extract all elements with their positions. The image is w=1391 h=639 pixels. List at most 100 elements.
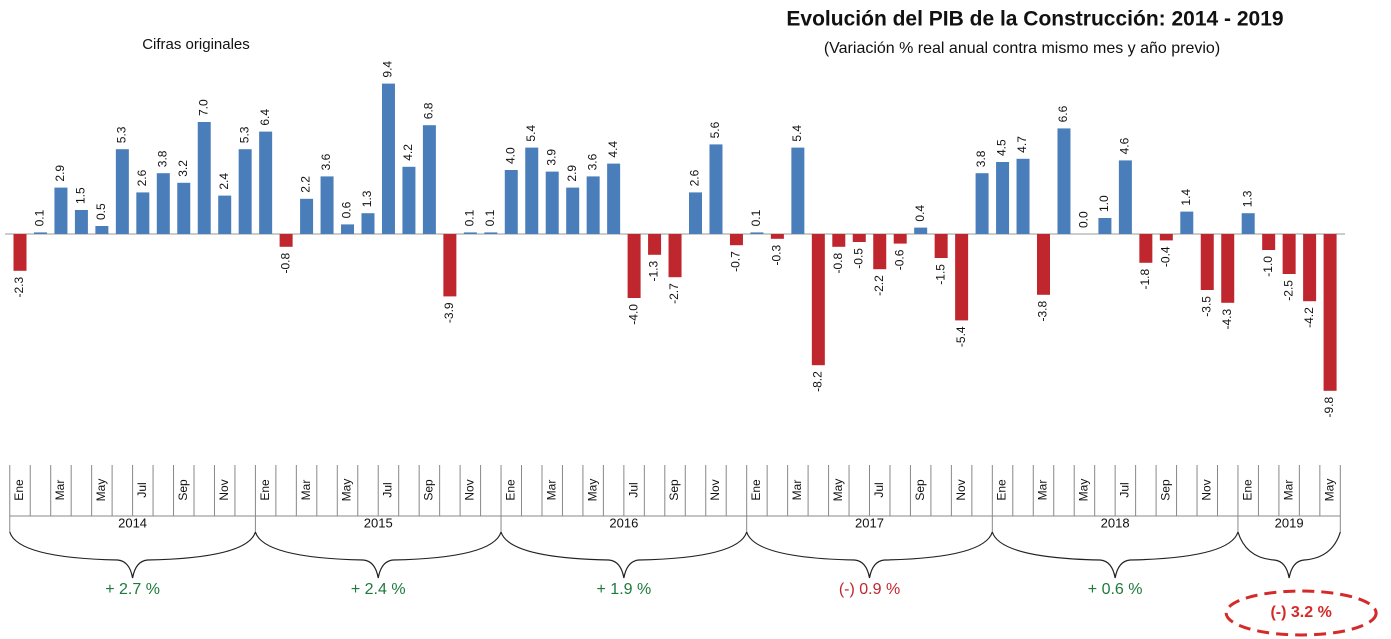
brace (254, 531, 502, 579)
brace (500, 531, 748, 579)
bar (627, 234, 641, 298)
value-label: -5.4 (954, 326, 968, 347)
x-tick-label: Mar (299, 480, 313, 501)
bar (832, 234, 846, 247)
annual-change: + 2.4 % (351, 581, 406, 598)
value-label: -0.8 (831, 252, 845, 273)
value-label: 2.9 (565, 165, 579, 182)
bar (545, 171, 559, 234)
annual-change: (-) 0.9 % (839, 581, 900, 598)
x-tick-label: Jul (872, 482, 886, 497)
bar (381, 83, 395, 234)
x-tick-label: Mar (1036, 480, 1050, 501)
bar (852, 234, 866, 242)
bar (361, 213, 375, 234)
note: Cifras originales (142, 36, 250, 53)
value-label: 5.4 (524, 125, 538, 142)
year-label: 2018 (1101, 515, 1130, 530)
bar (402, 166, 416, 234)
x-tick-label: Jul (381, 482, 395, 497)
value-label: -8.2 (811, 371, 825, 392)
value-label: 5.3 (115, 126, 129, 143)
year-label: 2016 (609, 515, 638, 530)
value-label: -4.2 (1302, 307, 1316, 328)
x-tick-label: Sep (176, 479, 190, 501)
value-label: 9.4 (381, 61, 395, 78)
value-label: -3.9 (442, 302, 456, 323)
bar (791, 147, 805, 234)
bar (484, 232, 498, 234)
value-label: -0.6 (892, 249, 906, 270)
x-tick-label: Jul (1118, 482, 1132, 497)
bar (320, 176, 334, 234)
value-label: 2.2 (299, 176, 313, 193)
x-tick-label: Ene (258, 479, 272, 501)
value-label: -2.7 (667, 283, 681, 304)
bar (607, 163, 621, 234)
value-label: 1.3 (1240, 190, 1254, 207)
year-label: 2017 (855, 515, 884, 530)
value-label: 0.0 (1077, 211, 1091, 228)
value-label: 1.0 (1097, 195, 1111, 212)
value-label: 2.9 (53, 165, 67, 182)
value-label: -2.5 (1281, 280, 1295, 301)
bar (1323, 234, 1337, 391)
value-label: 0.1 (33, 209, 47, 226)
bar (1037, 234, 1050, 295)
bar (689, 192, 703, 234)
highlight-ring (1224, 589, 1378, 637)
x-tick-label: May (1077, 479, 1091, 502)
x-tick-label: Nov (954, 479, 968, 500)
x-tick-label: May (340, 479, 354, 502)
value-label: -0.5 (851, 248, 865, 269)
value-label: 3.8 (974, 150, 988, 167)
bar (586, 176, 600, 234)
value-label: 4.4 (606, 141, 620, 158)
x-tick-label: Jul (135, 482, 149, 497)
x-tick-label: Ene (12, 479, 26, 501)
bar (115, 149, 129, 234)
x-tick-label: Mar (1281, 480, 1295, 501)
value-label: -2.2 (872, 275, 886, 296)
x-tick-label: Nov (1199, 479, 1213, 500)
value-label: -1.0 (1261, 256, 1275, 277)
bar (13, 234, 27, 271)
bar (1139, 234, 1153, 263)
value-label: 3.8 (155, 150, 169, 167)
value-label: 2.6 (688, 169, 702, 186)
bar (525, 147, 539, 234)
annual-change: + 0.6 % (1088, 581, 1143, 598)
x-tick-label: Sep (913, 479, 927, 501)
value-label: -0.7 (729, 251, 743, 272)
bar (975, 173, 989, 234)
chart-subtitle: (Variación % real anual contra mismo mes… (824, 40, 1220, 57)
value-label: 5.4 (790, 125, 804, 142)
value-label: -4.3 (1220, 308, 1234, 329)
brace (1237, 531, 1341, 579)
value-label: 0.4 (913, 205, 927, 222)
bar (463, 232, 477, 234)
x-tick-label: May (831, 479, 845, 502)
bar (177, 182, 191, 234)
value-label: 4.2 (401, 144, 415, 161)
value-label: 1.4 (1179, 189, 1193, 206)
x-tick-label: Jul (626, 482, 640, 497)
value-label: -2.3 (12, 276, 26, 297)
x-tick-label: Ene (749, 479, 763, 501)
bar (1016, 158, 1030, 234)
bar (238, 149, 252, 234)
value-label: 0.1 (463, 209, 477, 226)
value-label: 3.9 (544, 149, 558, 166)
bar (1221, 234, 1235, 303)
x-tick-label: Nov (708, 479, 722, 500)
bar (54, 187, 68, 234)
bar (709, 144, 723, 234)
value-label: 0.5 (94, 203, 108, 220)
bar (955, 234, 969, 321)
bar (300, 198, 314, 234)
year-label: 2015 (364, 515, 393, 530)
value-label: -1.5 (933, 264, 947, 285)
x-tick-label: Ene (1240, 479, 1254, 501)
x-tick-label: May (1322, 479, 1336, 502)
